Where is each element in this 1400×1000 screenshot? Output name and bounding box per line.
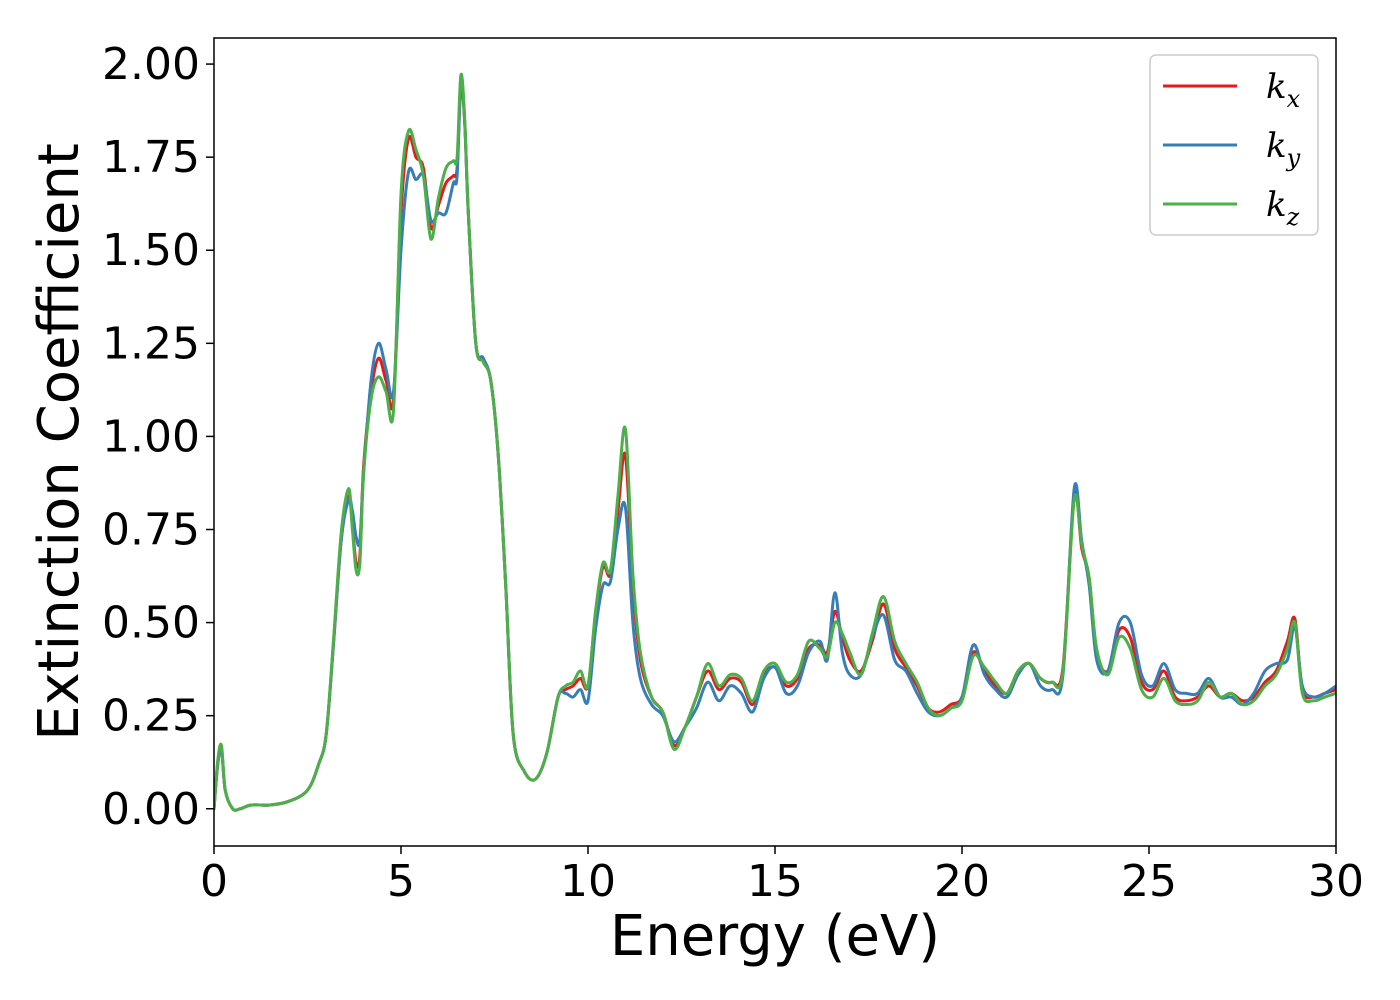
x-axis-title: Energy (eV)	[610, 904, 940, 969]
y-tick-label: 1.00	[102, 411, 200, 462]
y-tick-label: 1.25	[102, 318, 200, 369]
y-axis-title: Extinction Coefficient	[27, 143, 92, 741]
y-axis: 0.00 0.25 0.50 0.75 1.00 1.25 1.50 1.75 2.00	[102, 39, 214, 835]
x-tick-label: 5	[387, 856, 415, 907]
x-axis: 0 5 10 15 20 25 30	[200, 846, 1364, 907]
plot-lines	[214, 72, 1336, 812]
y-tick-label: 0.00	[102, 784, 200, 835]
x-tick-label: 20	[934, 856, 990, 907]
x-tick-label: 25	[1121, 856, 1177, 907]
x-tick-label: 30	[1308, 856, 1364, 907]
y-tick-label: 2.00	[102, 39, 200, 90]
y-tick-label: 0.75	[102, 505, 200, 556]
x-tick-label: 10	[560, 856, 616, 907]
series-line-z	[214, 72, 1336, 812]
x-tick-label: 0	[200, 856, 228, 907]
y-tick-label: 0.25	[102, 691, 200, 742]
y-tick-label: 1.75	[102, 132, 200, 183]
y-tick-label: 1.50	[102, 225, 200, 276]
y-tick-label: 0.50	[102, 598, 200, 649]
x-tick-label: 15	[747, 856, 803, 907]
